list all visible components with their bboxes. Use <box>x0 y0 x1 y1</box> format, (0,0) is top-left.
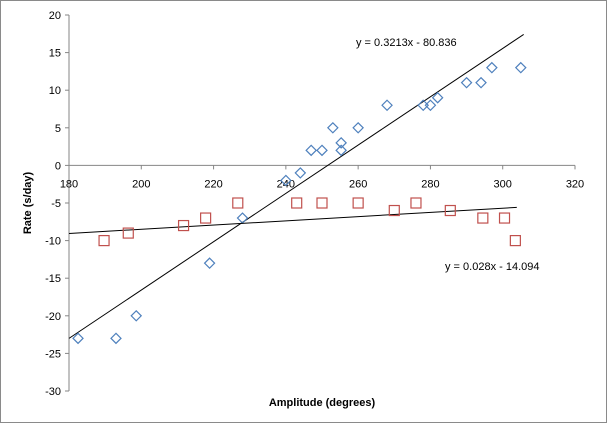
data-point-diamond <box>424 99 437 112</box>
data-point-diamond <box>486 61 498 74</box>
data-point-square <box>352 197 364 209</box>
data-point-diamond <box>326 121 339 134</box>
trendline <box>68 206 517 234</box>
data-point-square <box>200 212 212 224</box>
x-axis-label: Amplitude (degrees) <box>269 397 376 409</box>
x-tick-label: 200 <box>132 178 150 190</box>
y-tick-label: -25 <box>45 348 61 360</box>
data-point-diamond <box>110 332 122 345</box>
y-axis-label: Rate (s/day) <box>22 171 34 234</box>
y-tick-label: 15 <box>49 48 61 60</box>
data-point-square <box>232 197 244 209</box>
data-point-diamond <box>335 136 348 149</box>
data-point-diamond <box>316 144 328 157</box>
data-point-diamond <box>352 121 364 134</box>
y-tick-label: -5 <box>51 198 61 210</box>
y-tick-label: -15 <box>45 273 61 285</box>
data-point-square <box>316 197 328 209</box>
data-point-diamond <box>514 61 527 74</box>
data-point-diamond <box>475 76 487 89</box>
y-tick-label: 10 <box>49 85 61 97</box>
data-point-diamond <box>305 144 318 157</box>
y-tick-label: -20 <box>45 311 61 323</box>
trendline <box>68 34 524 339</box>
y-tick-label: 0 <box>55 160 61 172</box>
data-point-diamond <box>203 257 216 270</box>
data-point-diamond <box>431 91 444 104</box>
data-point-diamond <box>280 174 292 187</box>
y-tick-label: 20 <box>49 10 61 22</box>
data-point-square <box>509 235 521 247</box>
data-point-square <box>410 197 422 209</box>
trendline-equation: y = 0.028x - 14.094 <box>445 261 539 273</box>
data-point-square <box>444 204 456 217</box>
data-point-square <box>477 212 489 224</box>
trendline-equation: y = 0.3213x - 80.836 <box>356 37 457 49</box>
y-tick-label: -30 <box>45 386 61 398</box>
data-point-diamond <box>335 144 348 157</box>
data-point-square <box>122 227 134 239</box>
y-tick-label: -10 <box>45 236 61 248</box>
data-point-diamond <box>381 99 393 112</box>
data-point-square <box>291 197 303 209</box>
data-point-diamond <box>460 76 473 89</box>
data-point-diamond <box>294 167 307 179</box>
data-point-diamond <box>130 309 143 322</box>
y-tick-label: 5 <box>55 123 61 135</box>
data-point-square <box>388 204 400 217</box>
data-point-diamond <box>236 212 249 224</box>
x-tick-label: 220 <box>204 178 222 190</box>
data-point-square <box>498 212 511 224</box>
x-tick-label: 300 <box>494 178 512 190</box>
x-tick-label: 180 <box>60 178 78 190</box>
data-point-square <box>177 219 190 232</box>
data-point-square <box>98 235 110 247</box>
x-tick-label: 320 <box>566 178 584 190</box>
x-tick-label: 260 <box>349 178 367 190</box>
data-point-diamond <box>72 332 84 345</box>
x-tick-label: 280 <box>421 178 439 190</box>
